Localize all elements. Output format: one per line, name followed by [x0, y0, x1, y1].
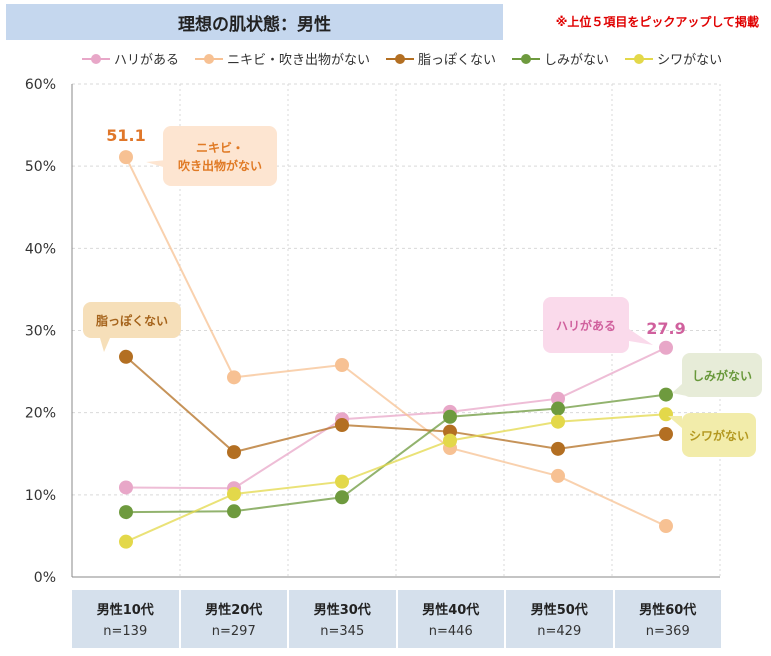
- x-tick-label: 男性50代: [530, 603, 588, 618]
- data-point: [227, 445, 241, 460]
- data-point: [659, 387, 673, 402]
- data-point: [119, 150, 133, 165]
- category-cell: 男性40代 n=446: [397, 590, 504, 648]
- y-tick-label: 10%: [25, 488, 56, 504]
- x-tick-label: 男性40代: [422, 603, 480, 618]
- y-tick-label: 40%: [25, 241, 56, 257]
- line-chart: 0% 10% 20% 30% 40% 50% 60% 51.1 27.9 ニキビ・吹き出物がない脂…: [25, 77, 762, 586]
- legend-item: 脂っぽくない: [386, 49, 496, 68]
- data-point: [119, 534, 133, 549]
- data-point: [335, 474, 349, 489]
- callout-label: ハリがある: [556, 318, 616, 333]
- data-point: [335, 417, 349, 432]
- chart-title: 理想の肌状態：男性: [178, 14, 331, 35]
- category-cell: 男性50代 n=429: [506, 590, 613, 648]
- legend-item: ニキビ・吹き出物がない: [195, 49, 370, 68]
- data-value-label: 51.1: [106, 126, 145, 145]
- y-tick-label: 30%: [25, 324, 56, 340]
- callout-bubble: [682, 413, 756, 457]
- data-point: [335, 490, 349, 505]
- legend-label: シワがない: [657, 53, 723, 68]
- callout-2: ハリがある: [543, 297, 653, 353]
- series-line-1: [125, 156, 667, 527]
- x-tick-label: 男性30代: [313, 603, 371, 618]
- series-line-3: [125, 393, 667, 514]
- category-table: 男性10代 n=139 男性20代 n=297 男性30代 n=345 男性40代 n=446…: [72, 590, 721, 648]
- data-point: [551, 391, 565, 406]
- callout-tail: [100, 338, 110, 352]
- data-point: [227, 504, 241, 519]
- callout-label: 脂っぽくない: [95, 313, 168, 328]
- data-point: [227, 487, 241, 502]
- callout-bubble: [543, 297, 629, 353]
- x-tick-label: 男性20代: [205, 603, 263, 618]
- callout-bubble: [163, 126, 277, 186]
- callout-tail: [668, 416, 682, 428]
- series-line-0: [125, 346, 667, 490]
- sample-size-label: n=369: [645, 624, 690, 639]
- data-value-label: 27.9: [646, 319, 685, 338]
- callout-0: ニキビ・吹き出物がない: [146, 126, 277, 186]
- legend-item: シワがない: [625, 49, 722, 68]
- category-cell: 男性20代 n=297: [180, 590, 287, 648]
- chart-title-box: 理想の肌状態：男性: [6, 4, 503, 40]
- y-tick-label: 60%: [25, 77, 56, 93]
- y-tick-label: 50%: [25, 159, 56, 175]
- legend-label: ニキビ・吹き出物がない: [227, 53, 371, 68]
- callout-label: しみがない: [692, 368, 752, 383]
- data-point: [443, 409, 457, 424]
- callout-tail: [672, 384, 692, 397]
- data-point: [443, 433, 457, 448]
- legend-item: しみがない: [512, 49, 609, 68]
- sample-size-label: n=139: [103, 624, 148, 639]
- legend-label: 脂っぽくない: [418, 53, 497, 68]
- y-tick-label: 0%: [34, 570, 56, 586]
- data-point: [551, 414, 565, 429]
- series-line-2: [125, 356, 667, 454]
- data-point: [659, 340, 673, 355]
- x-tick-label: 男性10代: [96, 603, 154, 618]
- callout-1: 脂っぽくない: [83, 302, 181, 352]
- data-point: [227, 370, 241, 385]
- callout-tail: [146, 159, 177, 171]
- legend-swatch: [195, 53, 224, 65]
- legend-label: しみがない: [544, 53, 610, 68]
- data-point: [551, 468, 565, 483]
- category-cell: 男性60代 n=369: [614, 590, 721, 648]
- x-tick-label: 男性60代: [639, 603, 697, 618]
- footnote-note: ※上位５項目をピックアップして掲載: [555, 15, 759, 29]
- data-point: [335, 358, 349, 373]
- callout-label: 吹き出物がない: [178, 158, 262, 173]
- callout-bubble: [682, 353, 762, 397]
- sample-size-label: n=446: [428, 624, 473, 639]
- legend-swatch: [386, 53, 415, 65]
- legend-swatch: [625, 53, 654, 65]
- callout-3: しみがない: [672, 353, 762, 397]
- data-point: [659, 427, 673, 442]
- data-point: [551, 441, 565, 456]
- category-cell: 男性10代 n=139: [72, 590, 179, 648]
- data-point: [551, 401, 565, 416]
- sample-size-label: n=297: [211, 624, 256, 639]
- category-cell: 男性30代 n=345: [289, 590, 396, 648]
- data-point: [659, 407, 673, 422]
- series-line-4: [125, 413, 667, 543]
- data-point: [119, 480, 133, 495]
- data-point: [119, 505, 133, 520]
- legend-swatch: [82, 53, 110, 65]
- legend: ハリがある ニキビ・吹き出物がない 脂っぽくない しみがない シワがない: [82, 49, 722, 68]
- legend-swatch: [512, 53, 541, 65]
- callout-label: ニキビ・: [196, 140, 244, 155]
- data-point: [119, 349, 133, 364]
- y-tick-label: 20%: [25, 406, 56, 422]
- callout-bubble: [83, 302, 181, 338]
- sample-size-label: n=429: [537, 624, 582, 639]
- sample-size-label: n=345: [320, 624, 365, 639]
- callout-label: シワがない: [689, 428, 749, 443]
- callout-tail: [629, 329, 653, 345]
- legend-label: ハリがある: [114, 53, 180, 68]
- callout-4: シワがない: [668, 413, 756, 457]
- data-point: [659, 519, 673, 534]
- legend-item: ハリがある: [82, 49, 179, 68]
